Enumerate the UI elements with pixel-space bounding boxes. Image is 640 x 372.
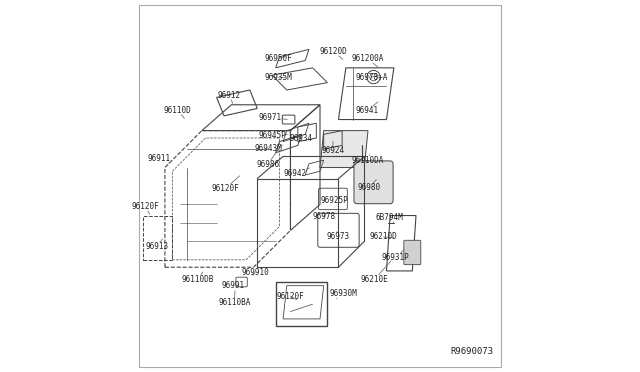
Text: 96930M: 96930M <box>329 289 356 299</box>
Text: 96950F: 96950F <box>265 54 292 63</box>
Text: 96978+A: 96978+A <box>355 73 388 81</box>
Text: 6B794M: 6B794M <box>376 213 403 223</box>
Text: 96973: 96973 <box>326 232 349 241</box>
Text: 96971: 96971 <box>259 113 287 122</box>
Text: 96120F: 96120F <box>276 292 305 301</box>
Text: 96935M: 96935M <box>265 73 292 82</box>
Text: 96913: 96913 <box>146 239 169 251</box>
Text: 96991: 96991 <box>221 281 244 290</box>
Text: 96942: 96942 <box>284 168 310 177</box>
Text: 96911: 96911 <box>148 154 171 163</box>
FancyBboxPatch shape <box>404 240 420 264</box>
Text: 96110DA: 96110DA <box>351 155 383 165</box>
Text: 96941: 96941 <box>356 102 379 115</box>
Text: 96912: 96912 <box>218 91 241 103</box>
Text: 96210E: 96210E <box>361 261 391 283</box>
Text: 96943M: 96943M <box>255 144 282 153</box>
Text: 96924: 96924 <box>321 141 344 155</box>
Text: 96925P: 96925P <box>321 195 349 205</box>
Text: 96931P: 96931P <box>382 250 410 263</box>
Text: 96986: 96986 <box>256 147 280 169</box>
Text: 96210D: 96210D <box>370 232 397 241</box>
Polygon shape <box>320 131 368 167</box>
Text: 969910: 969910 <box>241 268 269 277</box>
Text: 96945P: 96945P <box>258 131 287 140</box>
Text: 96980: 96980 <box>357 180 380 192</box>
Text: R9690073: R9690073 <box>451 347 493 356</box>
Text: 96120F: 96120F <box>212 176 240 193</box>
Text: 96120F: 96120F <box>132 202 159 214</box>
Text: 961200A: 961200A <box>351 54 383 67</box>
Text: 96934: 96934 <box>289 134 312 142</box>
Text: 96120D: 96120D <box>320 47 348 60</box>
Text: 96110DB: 96110DB <box>181 272 214 283</box>
Text: 96110BA: 96110BA <box>218 291 250 307</box>
Text: 96110D: 96110D <box>164 106 192 118</box>
Text: 96978: 96978 <box>312 212 335 221</box>
FancyBboxPatch shape <box>354 161 393 204</box>
